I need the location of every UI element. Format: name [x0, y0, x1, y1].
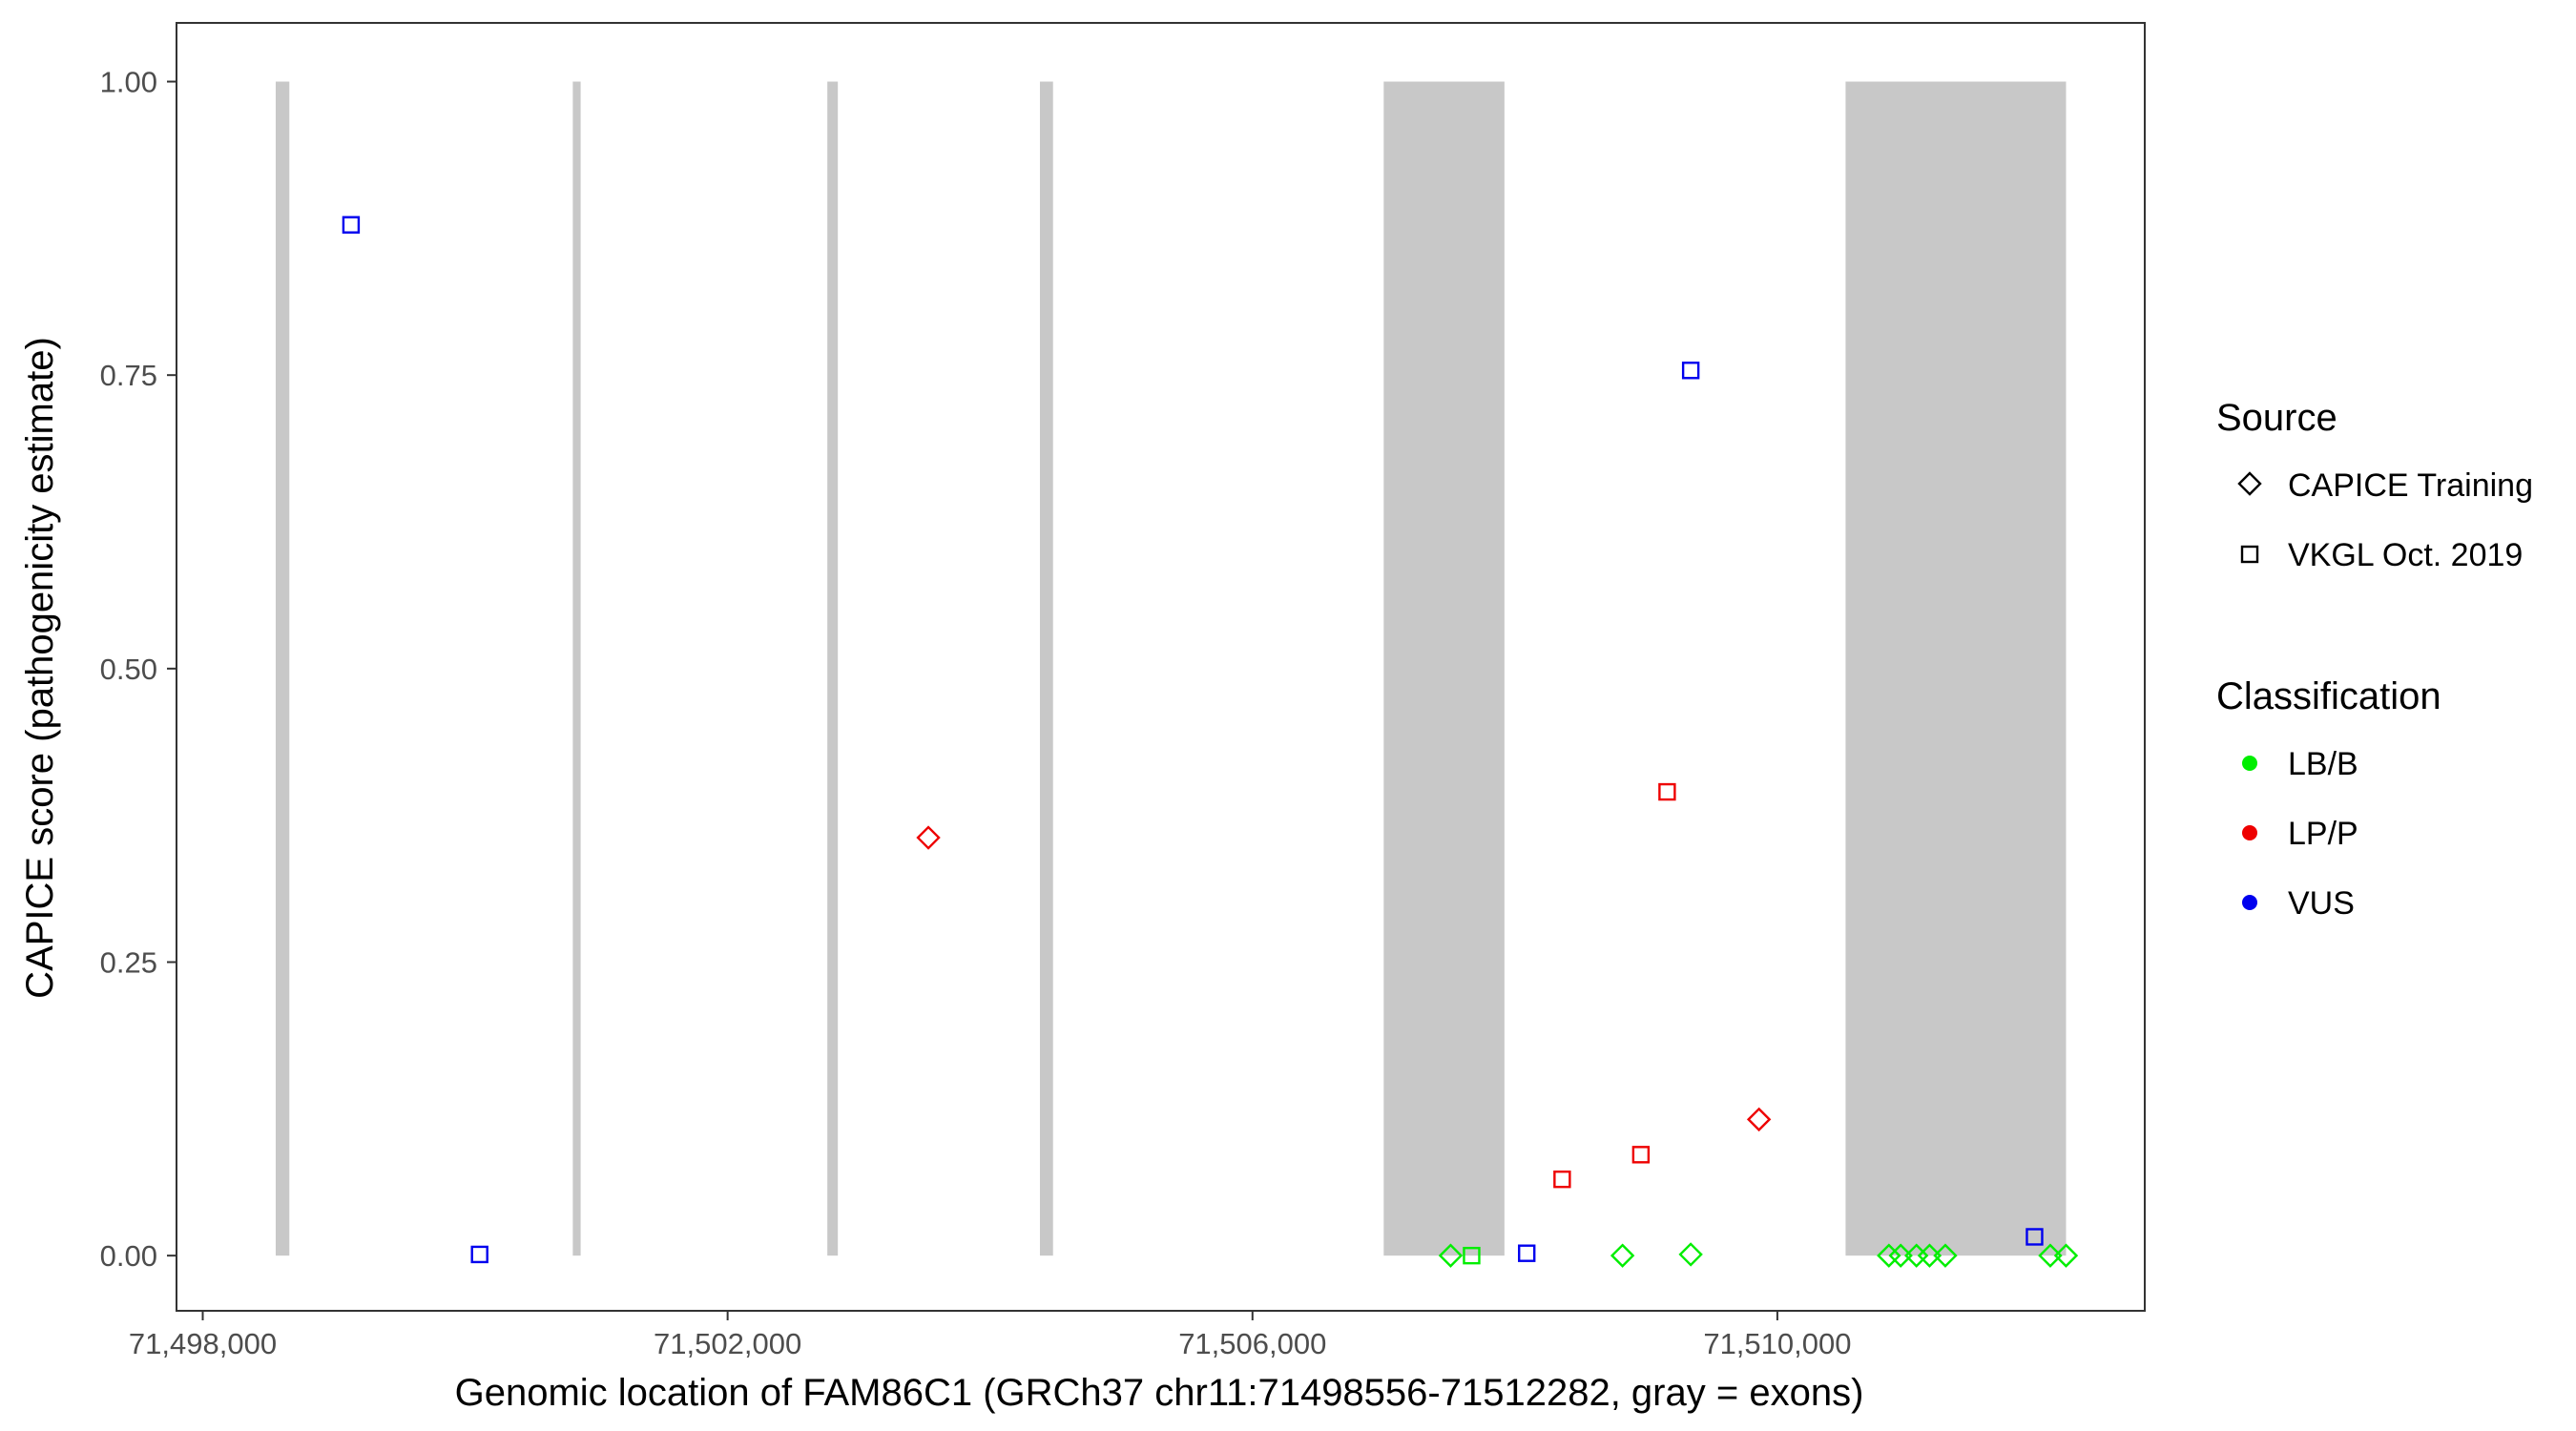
point-diamond-13 — [1746, 1107, 1772, 1132]
x-tick-label-2: 71,502,000 — [654, 1327, 801, 1360]
legend-label-vus: VUS — [2288, 885, 2355, 922]
y-tick-label-1: 0.00 — [100, 1239, 157, 1273]
point-square-2 — [470, 1245, 488, 1264]
x-axis-title: Genomic location of FAM86C1 (GRCh37 chr1… — [455, 1372, 1864, 1414]
point-square-1 — [342, 216, 361, 234]
exon-band-5 — [1383, 81, 1505, 1256]
x-tick-label-1: 71,498,000 — [129, 1327, 277, 1360]
point-square-11 — [1681, 362, 1700, 380]
point-layer — [342, 216, 2079, 1268]
legend-label-capice-training: CAPICE Training — [2288, 467, 2533, 504]
point-diamond-17 — [1917, 1243, 1942, 1268]
point-square-19 — [2025, 1228, 2044, 1246]
point-diamond-8 — [1610, 1243, 1635, 1268]
point-diamond-15 — [1888, 1243, 1913, 1268]
point-diamond-18 — [1933, 1243, 1958, 1268]
x-tick-label-4: 71,510,000 — [1703, 1327, 1851, 1360]
y-tick-label-2: 0.25 — [100, 946, 157, 980]
y-tick-label-3: 0.50 — [100, 653, 157, 686]
exon-band-6 — [1845, 81, 2067, 1256]
point-diamond-14 — [1877, 1243, 1901, 1268]
axis-layer: 71,498,000 71,502,000 71,506,000 71,510,000… — [100, 66, 1852, 1360]
legend-key-lpp-dot-icon — [2242, 825, 2257, 840]
point-diamond-12 — [1678, 1242, 1703, 1267]
point-diamond-3 — [916, 825, 941, 850]
legend-key-diamond-icon — [2237, 471, 2262, 496]
legend-title-source: Source — [2216, 397, 2337, 439]
point-square-5 — [1463, 1246, 1481, 1265]
legend-key-vus-dot-icon — [2242, 895, 2257, 910]
x-tick-label-3: 71,506,000 — [1178, 1327, 1326, 1360]
point-diamond-20 — [2038, 1243, 2063, 1268]
exon-band-3 — [827, 81, 839, 1256]
point-square-6 — [1518, 1244, 1536, 1262]
legend: Source CAPICE Training VKGL Oct. 2019 Cl… — [2216, 397, 2533, 922]
legend-title-classification: Classification — [2216, 675, 2441, 717]
legend-label-vkgl: VKGL Oct. 2019 — [2288, 537, 2523, 573]
point-square-9 — [1631, 1146, 1651, 1164]
exon-band-1 — [275, 81, 290, 1256]
exon-band-2 — [572, 81, 581, 1256]
plot-panel-border — [176, 22, 2146, 1312]
point-square-7 — [1553, 1170, 1571, 1189]
point-diamond-21 — [2053, 1243, 2079, 1268]
exon-band-4 — [1039, 81, 1053, 1256]
y-tick-label-4: 0.75 — [100, 359, 157, 392]
legend-label-lbb: LB/B — [2288, 746, 2358, 782]
y-tick-label-5: 1.00 — [100, 66, 157, 99]
point-square-10 — [1658, 782, 1676, 801]
exon-layer — [275, 81, 2067, 1256]
point-diamond-4 — [1438, 1243, 1464, 1268]
legend-key-square-icon — [2240, 545, 2259, 564]
y-axis-title: CAPICE score (pathogenicity estimate) — [19, 337, 61, 999]
legend-label-lpp: LP/P — [2288, 816, 2358, 852]
legend-key-lbb-dot-icon — [2242, 756, 2257, 771]
